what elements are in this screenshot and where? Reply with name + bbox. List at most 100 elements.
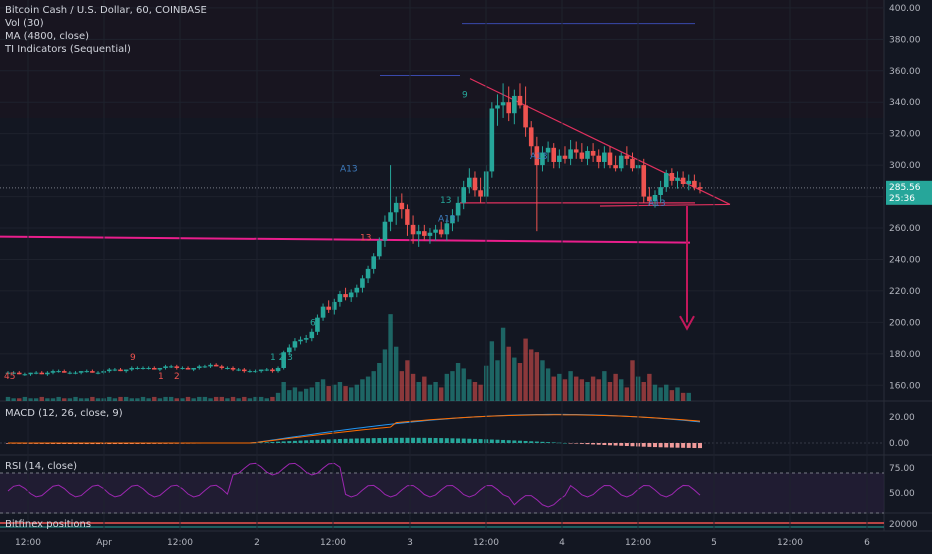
macd-label[interactable]: MACD (12, 26, close, 9) [5,408,123,419]
macd-histogram-bar [686,443,691,448]
rsi-band [0,473,884,513]
candle-body [61,371,67,373]
td-sequential-label: 9 [130,353,136,363]
macd-histogram-bar [574,443,579,444]
macd-histogram-bar [456,438,461,443]
volume-bar [107,396,112,401]
candle-body [343,294,348,298]
candle-body [247,371,253,373]
macd-histogram-bar [495,439,500,443]
ti-indicator-label[interactable]: TI Indicators (Sequential) [5,44,131,55]
macd-histogram-bar [354,438,359,443]
volume-bar [56,396,61,401]
macd-histogram-bar [652,443,657,448]
macd-histogram-bar [568,443,573,444]
volume-bar [574,376,579,401]
candle-body [135,367,140,369]
candle-body [253,371,258,373]
macd-histogram-bar [276,441,281,443]
candle-body [399,202,405,210]
volume-bar [686,392,691,401]
candle-body [281,352,286,368]
macd-histogram-bar [517,440,522,443]
bitfinex-label[interactable]: Bitfinex positions [5,519,92,530]
volume-bar [213,396,219,401]
candle-body [202,366,208,368]
macd-histogram-bar [562,442,567,444]
volume-bar [602,371,607,401]
macd-histogram-bar [624,443,629,447]
macd-histogram-bar [669,443,674,448]
candle-body [517,95,523,106]
macd-histogram-bar [557,442,562,444]
volume-bar [123,396,129,401]
td-sequential-label: A13 [648,199,666,209]
volume-bar [281,382,286,401]
volume-bar [680,392,686,401]
candle-body [371,256,376,269]
macd-histogram-bar [79,443,84,445]
price-badge [886,180,932,205]
macd-histogram-bar [692,443,697,449]
candle-body [489,108,495,172]
candle-body [258,369,264,372]
projection-arrowhead [679,315,695,331]
td-sequential-label: 13 [440,196,451,206]
macd-histogram-bar [399,437,404,443]
volume-bar [337,382,343,401]
volume-bar [90,396,95,401]
volume-bar [309,387,315,401]
volume-bar [129,398,134,401]
candle-body [270,369,275,372]
macd-histogram-bar [366,438,371,443]
candle-body [16,372,22,375]
volume-bar [410,373,416,401]
candle-body [95,372,101,374]
ma-line [0,235,691,244]
volume-bar [517,363,523,401]
candle-body [613,165,618,169]
macd-histogram-bar [427,437,432,443]
volume-bar [140,396,146,401]
macd-histogram-bar [298,440,303,443]
td-sequential-label: 9 [462,90,468,100]
candle-body [512,95,517,114]
volume-bar [388,314,393,401]
macd-tick-label: 0.00 [889,439,909,449]
symbol-title[interactable]: Bitcoin Cash / U.S. Dollar, 60, COINBASE [5,5,207,16]
macd-histogram-bar [287,441,292,443]
macd-histogram-bar [394,437,399,443]
volume-bar [174,398,179,401]
candle-body [236,369,241,371]
time-tick-label: 6 [864,538,870,548]
time-tick-label: 4 [559,538,565,548]
volume-bar [253,396,258,401]
candle-body [697,187,703,189]
candle-body [495,105,500,109]
macd-histogram-bar [489,439,494,443]
bitfinex-tick-label: 20000 [889,520,918,530]
macd-histogram-bar [118,443,123,445]
ma-indicator-label[interactable]: MA (4800, close) [5,31,90,42]
rsi-label[interactable]: RSI (14, close) [5,461,78,472]
rsi-tick-label: 75.00 [889,464,915,474]
volume-bar [73,396,78,401]
candle-body [84,371,90,373]
macd-histogram-bar [461,438,466,443]
volume-bar [664,384,669,401]
volume-bar [382,349,388,401]
volume-bar [360,379,365,401]
macd-histogram-bar [84,443,89,445]
vol-indicator-label[interactable]: Vol (30) [5,18,44,29]
volume-bar [332,384,337,401]
candle-body [438,229,444,235]
candle-body [573,149,579,153]
volume-bar [596,379,601,401]
volume-bar [17,398,22,401]
macd-histogram-bar [619,443,624,446]
volume-bar [579,379,585,401]
volume-bar [236,398,241,401]
volume-bar [529,349,534,401]
